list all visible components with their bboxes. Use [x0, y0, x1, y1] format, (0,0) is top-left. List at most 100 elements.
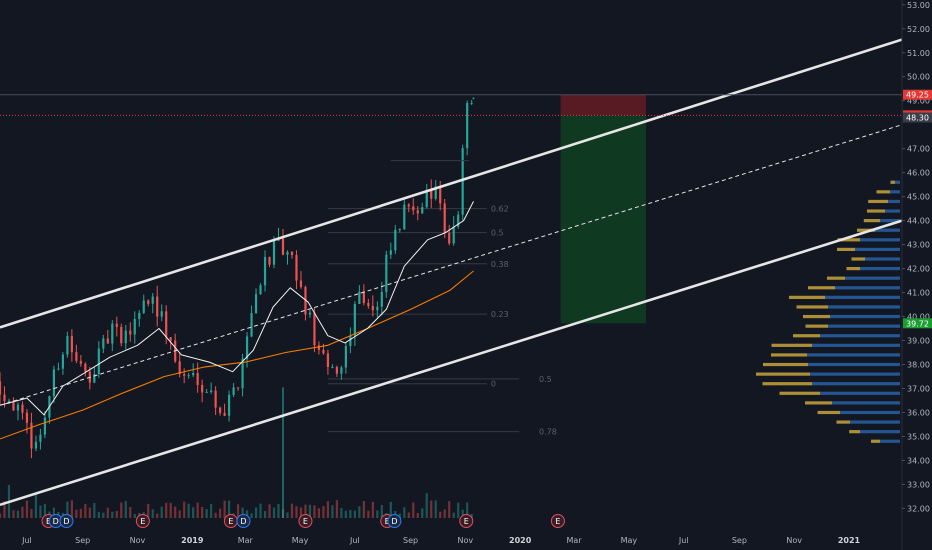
- volume-profile-down: [771, 353, 807, 357]
- x-tick-label: Sep: [732, 536, 747, 545]
- candle-body: [335, 366, 339, 374]
- volume-profile-down: [756, 372, 810, 376]
- y-tick-label: 52.00: [907, 25, 930, 34]
- volume-bar: [192, 507, 195, 518]
- event-label: E: [140, 517, 145, 526]
- ma-fast-line: [0, 201, 474, 416]
- candle-body: [317, 345, 321, 350]
- volume-profile-up: [880, 219, 900, 223]
- volume-bar: [313, 505, 316, 518]
- time-axis[interactable]: Jul Sep Nov 2019 Mar May Jul Sep Nov 2020 Mar May Ju…: [21, 536, 860, 545]
- fib-label: 0.62: [491, 205, 509, 214]
- event-label: E: [464, 517, 469, 526]
- volume-bar: [219, 508, 222, 518]
- volume-bar: [380, 504, 383, 518]
- volume-bar: [425, 493, 428, 518]
- volume-bar: [84, 503, 87, 518]
- candle-body: [470, 102, 473, 104]
- position-zones: [560, 94, 646, 324]
- candle-body: [376, 306, 379, 311]
- volume-bar: [340, 507, 343, 518]
- volume-profile-up: [840, 410, 900, 415]
- volume-bar: [412, 502, 415, 518]
- volume-bar: [12, 510, 15, 518]
- volume-bar: [416, 513, 419, 518]
- volume-bar: [151, 509, 154, 518]
- candle-body: [434, 186, 437, 199]
- volume-profile-up: [830, 314, 900, 319]
- candle-body: [223, 412, 226, 416]
- channel-upper-line[interactable]: [0, 38, 903, 329]
- candle-body: [79, 360, 82, 364]
- fib-levels: 0.62 0.5 0.38 0.23 0 0.5 0.78: [327, 205, 557, 437]
- volume-bar: [322, 505, 325, 518]
- volume-profile-up: [828, 305, 900, 309]
- candle-body: [201, 385, 204, 393]
- candle-body: [30, 422, 33, 449]
- candle-body: [12, 400, 15, 411]
- volume-profile-down: [846, 266, 860, 271]
- volume-bar: [120, 502, 123, 518]
- volume-bar: [362, 501, 365, 518]
- dividend-event[interactable]: D: [236, 514, 251, 528]
- earnings-event[interactable]: E: [298, 514, 313, 528]
- dividend-event[interactable]: D: [387, 514, 402, 528]
- fib-label: 0.5: [491, 229, 504, 238]
- event-label: E: [46, 517, 51, 526]
- event-label: D: [53, 517, 59, 526]
- candle-body: [254, 294, 258, 314]
- stop-loss-zone: [560, 94, 646, 116]
- volume-profile-up: [810, 372, 900, 376]
- candle-body: [389, 250, 392, 255]
- y-tick-label: 42.00: [907, 265, 930, 274]
- volume-profile-down: [771, 343, 812, 347]
- price-axis[interactable]: 32.00 33.00 34.00 35.00 36.00 37.00 38.00 39.00…: [901, 0, 932, 550]
- candle-body: [344, 345, 347, 368]
- candle-body: [39, 434, 42, 442]
- volume-profile-down: [849, 430, 860, 434]
- candle-body: [7, 400, 11, 402]
- y-tick-label: 34.00: [907, 456, 930, 465]
- volume-bar: [34, 493, 38, 518]
- candle-body: [219, 407, 222, 413]
- earnings-event[interactable]: E: [135, 514, 150, 528]
- event-label: E: [385, 517, 390, 526]
- candle-body: [308, 312, 312, 315]
- volume-profile-down: [857, 228, 875, 232]
- volume-bar: [466, 502, 469, 518]
- volume-profile-up: [860, 430, 900, 434]
- candle-body: [322, 349, 325, 354]
- volume-bar: [245, 510, 249, 518]
- earnings-event[interactable]: E: [223, 514, 238, 528]
- x-tick-label: Mar: [238, 536, 254, 545]
- channel-middle-line[interactable]: [0, 124, 903, 406]
- candle-body: [272, 240, 276, 265]
- volume-bar: [30, 509, 33, 518]
- volume-profile-down: [868, 199, 888, 204]
- volume-bar: [335, 500, 339, 518]
- event-label: D: [391, 517, 397, 526]
- fib-label: 0.5: [539, 375, 552, 384]
- volume-profile-down: [805, 401, 832, 405]
- volume-bar: [349, 509, 352, 518]
- volume-profile-down: [851, 257, 865, 261]
- volume-profile-down: [779, 391, 820, 395]
- candle-body: [407, 204, 410, 207]
- candle-body: [169, 337, 172, 341]
- candle-body: [452, 226, 455, 244]
- dividend-event[interactable]: D: [59, 514, 74, 528]
- volume-bar: [236, 504, 240, 518]
- candle-body: [394, 229, 397, 251]
- candle-body: [457, 214, 460, 227]
- trend-channel[interactable]: [0, 38, 903, 507]
- candle-body: [430, 189, 433, 199]
- earnings-event[interactable]: E: [459, 514, 474, 528]
- candle-body: [97, 348, 100, 375]
- channel-lower-line[interactable]: [0, 219, 903, 507]
- candle-body: [416, 210, 419, 214]
- x-tick-label: Nov: [786, 536, 802, 545]
- y-tick-label: 36.00: [907, 408, 930, 417]
- earnings-event[interactable]: E: [550, 514, 565, 528]
